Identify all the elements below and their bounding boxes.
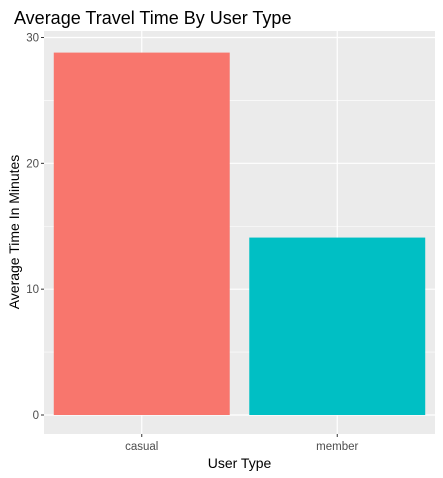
x-tick-label-member: member xyxy=(316,441,358,453)
x-axis-title: User Type xyxy=(208,455,272,471)
x-tick-label-casual: casual xyxy=(125,441,158,453)
y-tick-label: 0 xyxy=(33,410,39,422)
y-tick-label: 10 xyxy=(26,284,39,296)
bars xyxy=(53,52,426,415)
y-tick-label: 20 xyxy=(26,158,39,170)
bar-member xyxy=(249,237,426,415)
chart-title: Average Travel Time By User Type xyxy=(14,8,291,28)
y-axis-ticks: 0 10 20 30 xyxy=(26,33,44,422)
bar-casual xyxy=(53,52,230,415)
y-tick-label: 30 xyxy=(26,33,39,45)
x-axis-ticks: casual member xyxy=(125,434,359,453)
y-axis-title: Average Time In Minutes xyxy=(6,155,22,310)
